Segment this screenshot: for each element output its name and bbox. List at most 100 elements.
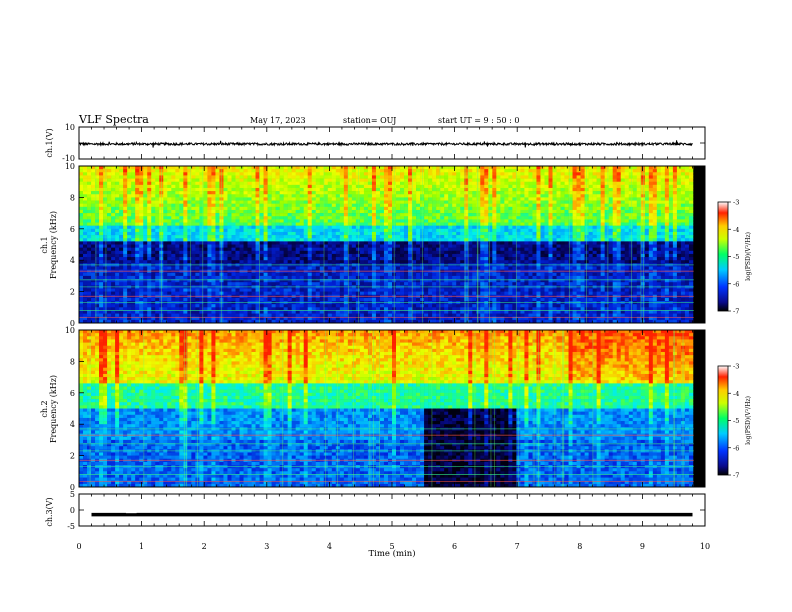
spectrogram-cell bbox=[251, 247, 256, 252]
spectrogram-cell bbox=[119, 209, 124, 214]
spectrogram-cell bbox=[412, 247, 417, 252]
spectrogram-cell bbox=[163, 228, 168, 233]
spectrogram-cell bbox=[456, 235, 461, 239]
spectrogram-cell bbox=[424, 225, 429, 230]
spectrogram-cell bbox=[319, 275, 325, 280]
spectrogram-cell bbox=[151, 178, 156, 182]
spectrogram-cell bbox=[259, 304, 264, 308]
spectrogram-cell bbox=[460, 203, 465, 208]
spectrogram-cell bbox=[404, 288, 409, 292]
spectrogram-cell bbox=[127, 222, 132, 226]
spectrogram-cell bbox=[235, 260, 240, 264]
spectrogram-cell bbox=[111, 225, 116, 230]
spectrogram-cell bbox=[379, 297, 385, 302]
spectrogram-cell bbox=[127, 316, 132, 321]
spectrogram-cell bbox=[327, 175, 333, 179]
spectrogram-cell bbox=[351, 244, 357, 248]
spectrogram-cell bbox=[327, 307, 333, 311]
spectrogram-cell bbox=[227, 244, 232, 248]
spectrogram-cell bbox=[400, 319, 405, 324]
spectrogram-cell bbox=[215, 272, 220, 277]
spectrogram-cell bbox=[147, 175, 152, 179]
spectrogram-cell bbox=[179, 272, 184, 277]
spectrogram-cell bbox=[468, 225, 473, 230]
spectrogram-cell bbox=[387, 247, 393, 252]
spectrogram-cell bbox=[283, 187, 288, 192]
spectrogram-cell bbox=[203, 272, 208, 277]
spectrogram-cell bbox=[315, 172, 321, 176]
spectrogram-cell bbox=[203, 222, 208, 226]
spectrogram-cell bbox=[283, 213, 288, 217]
spectrogram-cell bbox=[351, 275, 357, 280]
spectrogram-cell bbox=[259, 272, 264, 277]
spectrogram-cell bbox=[87, 231, 92, 236]
spectrogram-cell bbox=[191, 250, 196, 255]
spectrogram-cell bbox=[111, 260, 116, 264]
spectrogram-cell bbox=[347, 206, 353, 211]
spectrogram-cell bbox=[179, 209, 184, 214]
spectrogram-cell bbox=[444, 313, 449, 318]
spectrogram-cell bbox=[115, 228, 120, 233]
spectrogram-cell bbox=[139, 304, 144, 308]
spectrogram-cell bbox=[255, 319, 260, 324]
spectrogram-cell bbox=[408, 241, 413, 245]
spectrogram-cell bbox=[271, 307, 276, 311]
spectrogram-cell bbox=[287, 187, 292, 192]
spectrogram-cell bbox=[175, 307, 180, 311]
spectrogram-cell bbox=[303, 175, 309, 179]
spectrogram-cell bbox=[107, 187, 112, 192]
spectrogram-cell bbox=[456, 206, 461, 211]
spectrogram-cell bbox=[351, 209, 357, 214]
spectrogram-cell bbox=[123, 178, 128, 182]
spectrogram-cell bbox=[91, 216, 96, 220]
spectrogram-cell bbox=[247, 272, 252, 277]
spectrogram-cell bbox=[319, 266, 325, 270]
spectrogram-cell bbox=[343, 253, 349, 258]
spectrogram-cell bbox=[319, 304, 325, 308]
spectrogram-cell bbox=[175, 275, 180, 280]
spectrogram-cell bbox=[267, 288, 272, 292]
spectrogram-cell bbox=[231, 313, 236, 318]
spectrogram-cell bbox=[432, 213, 437, 217]
spectrogram-cell bbox=[404, 178, 409, 182]
spectrogram-cell bbox=[400, 228, 405, 233]
spectrogram-cell bbox=[456, 178, 461, 182]
spectrogram-cell bbox=[99, 282, 104, 286]
spectrogram-cell bbox=[267, 238, 272, 242]
spectrogram-cell bbox=[171, 194, 176, 198]
spectrogram-cell bbox=[227, 184, 232, 189]
spectrogram-cell bbox=[363, 169, 369, 173]
spectrogram-cell bbox=[295, 253, 300, 258]
spectrogram-cell bbox=[315, 260, 321, 264]
spectrogram-cell bbox=[191, 247, 196, 252]
spectrogram-cell bbox=[343, 200, 349, 204]
spectrogram-cell bbox=[383, 304, 389, 308]
spectrogram-cell bbox=[396, 216, 401, 220]
spectrogram-cell bbox=[339, 169, 345, 173]
spectrogram-cell bbox=[436, 203, 441, 208]
spectrogram-cell bbox=[255, 184, 260, 189]
spectrogram-cell bbox=[379, 213, 385, 217]
spectrogram-cell bbox=[243, 169, 248, 173]
spectrogram-cell bbox=[211, 316, 216, 321]
spectrogram-cell bbox=[247, 191, 252, 195]
spectrogram-cell bbox=[387, 203, 393, 208]
spectrogram-cell bbox=[95, 244, 100, 248]
spectrogram-cell bbox=[428, 219, 433, 223]
spectrogram-cell bbox=[219, 307, 224, 311]
spectrogram-cell bbox=[311, 266, 317, 270]
spectrogram-cell bbox=[99, 266, 104, 270]
spectrogram-cell bbox=[311, 291, 317, 296]
spectrogram-cell bbox=[171, 247, 176, 252]
spectrogram-cell bbox=[456, 222, 461, 226]
spectrogram-cell bbox=[319, 291, 325, 296]
spectrogram-cell bbox=[307, 187, 313, 192]
spectrogram-cell bbox=[167, 310, 172, 314]
spectrogram-cell bbox=[363, 200, 369, 204]
spectrogram-cell bbox=[436, 282, 441, 286]
spectrogram-cell bbox=[460, 272, 465, 277]
spectrogram-cell bbox=[187, 266, 192, 270]
spectrogram-cell bbox=[367, 257, 373, 261]
spectrogram-cell bbox=[452, 228, 457, 233]
spectrogram-cell bbox=[396, 206, 401, 211]
